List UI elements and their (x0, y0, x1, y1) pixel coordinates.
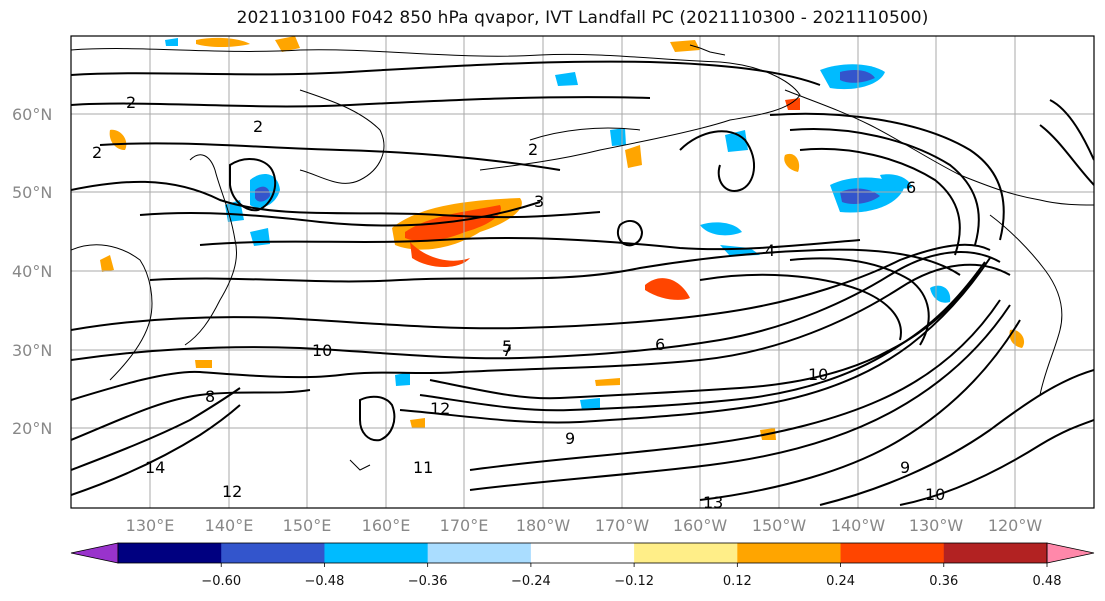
colorbar-segment (943, 543, 1048, 563)
contour-label: 2 (92, 143, 102, 162)
contour-label: 7 (502, 341, 512, 360)
contour-label: 10 (808, 365, 828, 384)
contour-label: 2 (253, 117, 263, 136)
colorbar-outline (117, 542, 1048, 564)
contour-label: 2 (528, 140, 538, 159)
contour-label: 3 (534, 192, 544, 211)
colorbar-segment (737, 543, 842, 563)
colorbar: −0.60 −0.48 −0.36 −0.24 −0.12 0.12 0.24 0.36 0.4… (70, 542, 1095, 589)
colorbar-tick-label: −0.60 (201, 574, 241, 589)
contour-label: 10 (312, 341, 332, 360)
contour-label: 9 (565, 429, 575, 448)
contour-label: 4 (765, 241, 775, 260)
colorbar-segment (840, 543, 945, 563)
lon-label-170e: 170°E (440, 516, 489, 535)
colorbar-tick-label: −0.12 (614, 574, 654, 589)
lon-label-120w: 120°W (988, 516, 1043, 535)
lat-label-60n: 60°N (12, 105, 52, 124)
contour-label: 6 (655, 335, 665, 354)
contour-label: 2 (126, 93, 136, 112)
latitude-labels: 60°N 50°N 40°N 30°N 20°N (12, 105, 52, 438)
lon-label-140w: 140°W (831, 516, 886, 535)
colorbar-tick-label: −0.48 (305, 574, 345, 589)
colorbar-segment (530, 543, 635, 563)
colorbar-tick-label: −0.24 (511, 574, 551, 589)
lon-label-170w: 170°W (595, 516, 650, 535)
lon-label-160e: 160°E (362, 516, 411, 535)
contour-label: 12 (222, 482, 242, 501)
contour-label: 9 (900, 458, 910, 477)
lon-label-150w: 150°W (752, 516, 807, 535)
contour-label: 10 (925, 485, 945, 504)
lat-label-20n: 20°N (12, 419, 52, 438)
colorbar-extend-low (70, 542, 119, 564)
colorbar-segment (324, 543, 429, 563)
colorbar-tick-label: 0.48 (1033, 574, 1062, 589)
colorbar-tick-label: 0.24 (826, 574, 855, 589)
colorbar-segment (634, 543, 738, 563)
colorbar-tick-label: −0.36 (408, 574, 448, 589)
contour-label: 12 (430, 399, 450, 418)
lon-label-160w: 160°W (673, 516, 728, 535)
longitude-labels: 130°E 140°E 150°E 160°E 170°E 180°W 170°… (126, 516, 1043, 535)
map-frame (70, 35, 1095, 509)
contour-label: 11 (413, 458, 433, 477)
colorbar-tick-label: 0.12 (723, 574, 752, 589)
colorbar-segment (118, 543, 222, 563)
lon-label-140e: 140°E (205, 516, 254, 535)
lon-label-180w: 180°W (516, 516, 571, 535)
colorbar-extend-high (1046, 542, 1095, 564)
lat-label-50n: 50°N (12, 183, 52, 202)
lon-label-130e: 130°E (126, 516, 175, 535)
contour-labels: 2 2 2 2 3 4 5 6 6 7 8 9 10 10 12 13 14 1… (92, 93, 945, 512)
map-title: 2021103100 F042 850 hPa qvapor, IVT Land… (236, 8, 929, 28)
contour-label: 13 (703, 493, 723, 512)
ivt-contours (71, 60, 1094, 506)
lat-label-30n: 30°N (12, 341, 52, 360)
contour-label: 6 (906, 178, 916, 197)
positive-qvapor-patches (100, 36, 1025, 440)
lat-label-40n: 40°N (12, 262, 52, 281)
contour-label: 5 (502, 337, 512, 356)
colorbar-segment (221, 543, 325, 563)
lon-label-150e: 150°E (283, 516, 332, 535)
contour-label: 8 (205, 387, 215, 406)
map-area: 2 2 2 2 3 4 5 6 6 7 8 9 10 10 12 13 14 1… (71, 36, 1094, 512)
colorbar-tick-label: 0.36 (929, 574, 958, 589)
colorbar-segment (427, 543, 532, 563)
contour-label: 14 (145, 458, 165, 477)
lon-label-130w: 130°W (909, 516, 964, 535)
